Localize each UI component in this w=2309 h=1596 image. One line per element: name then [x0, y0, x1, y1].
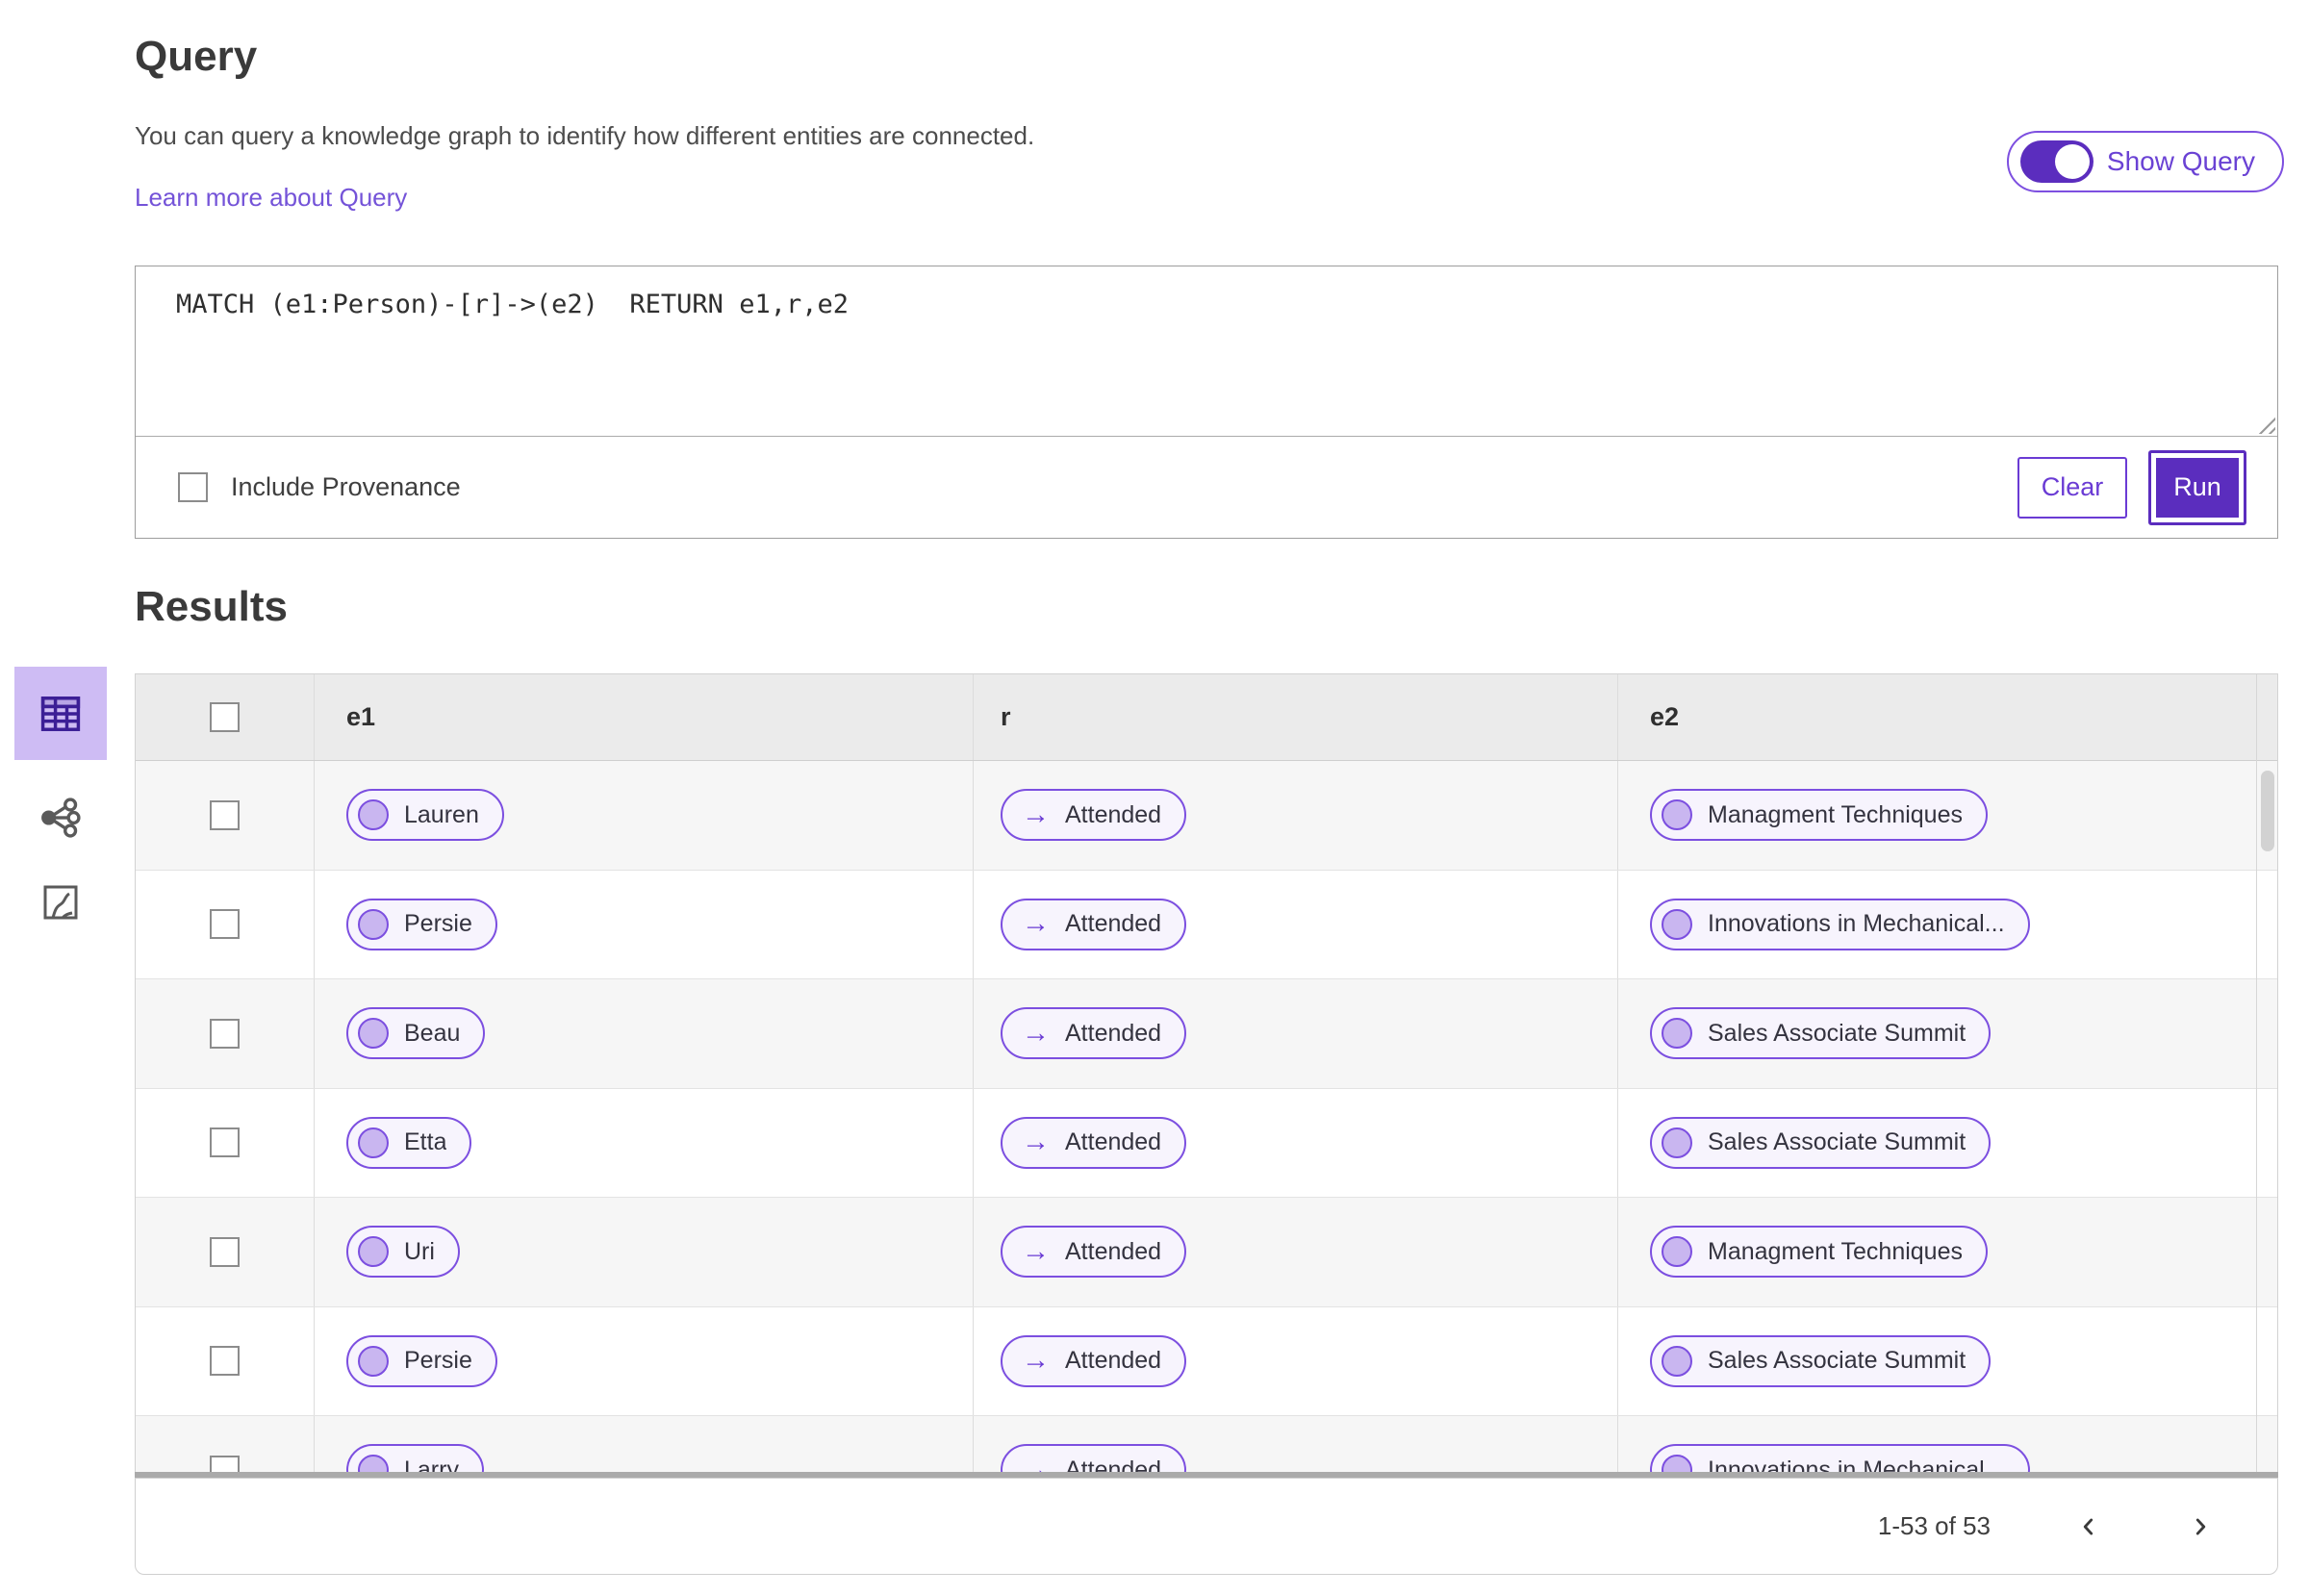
column-header-e2[interactable]: e2: [1650, 702, 1680, 731]
include-provenance-label: Include Provenance: [231, 472, 461, 501]
entity-pill[interactable]: Managment Techniques: [1650, 1226, 1988, 1279]
toggle-switch-icon[interactable]: [2019, 140, 2093, 183]
relation-pill[interactable]: → Attended: [1001, 898, 1187, 950]
show-query-toggle[interactable]: Show Query: [2006, 131, 2284, 192]
pagination-range: 1-53 of 53: [1877, 1511, 1991, 1540]
arrow-right-icon: →: [1022, 1127, 1050, 1158]
relation-pill[interactable]: → Attended: [1001, 1226, 1187, 1279]
select-all-checkbox[interactable]: [210, 702, 240, 732]
column-header-e1[interactable]: e1: [315, 674, 974, 760]
table-header-row: e1 r e2: [136, 674, 2277, 761]
entity-circle-icon: [1662, 1127, 1692, 1158]
arrow-right-icon: →: [1022, 1017, 1050, 1049]
entity-pill[interactable]: Persie: [346, 1334, 497, 1387]
entity-circle-icon: [1662, 908, 1692, 940]
entity-pill[interactable]: Innovations in Mechanical...: [1650, 898, 2030, 950]
entity-circle-icon: [1662, 1236, 1692, 1268]
view-switcher: [14, 667, 107, 929]
entity-circle-icon: [1662, 799, 1692, 831]
network-view-button[interactable]: [32, 791, 89, 845]
entity-circle-icon: [358, 908, 389, 940]
row-checkbox[interactable]: [210, 1127, 240, 1158]
run-button[interactable]: Run: [2148, 449, 2246, 525]
entity-circle-icon: [1662, 1345, 1692, 1377]
map-icon: [43, 885, 78, 920]
header-checkbox-cell: [136, 674, 315, 760]
arrow-right-icon: →: [1022, 1454, 1050, 1477]
next-page-button[interactable]: [2179, 1506, 2221, 1548]
relation-pill[interactable]: → Attended: [1001, 1007, 1187, 1060]
entity-pill[interactable]: Uri: [346, 1226, 460, 1279]
row-checkbox[interactable]: [210, 1236, 240, 1267]
row-checkbox[interactable]: [210, 909, 240, 940]
entity-pill[interactable]: Sales Associate Summit: [1650, 1116, 1992, 1169]
table-row: Persie → Attended Innovations in Mechanic…: [136, 870, 2277, 979]
relation-pill[interactable]: → Attended: [1001, 1116, 1187, 1169]
entity-pill[interactable]: Beau: [346, 1007, 486, 1060]
table-row: Larry → Attended Innovations in Mechanica…: [136, 1416, 2277, 1477]
page-title: Query: [135, 33, 258, 80]
entity-circle-icon: [358, 1236, 389, 1268]
arrow-right-icon: →: [1022, 1235, 1050, 1267]
learn-more-link[interactable]: Learn more about Query: [135, 183, 408, 212]
entity-pill[interactable]: Lauren: [346, 789, 504, 842]
table-row: Persie → Attended Sales Associate Summit: [136, 1306, 2277, 1416]
table-row: Beau → Attended Sales Associate Summit: [136, 979, 2277, 1089]
row-checkbox[interactable]: [210, 1346, 240, 1377]
previous-page-button[interactable]: [2068, 1506, 2110, 1548]
table-bottom-divider: [135, 1472, 2278, 1478]
table-row: Etta → Attended Sales Associate Summit: [136, 1088, 2277, 1198]
results-table: e1 r e2 Lauren → Attended Managment Techn…: [135, 673, 2278, 1478]
arrow-right-icon: →: [1022, 798, 1050, 830]
entity-circle-icon: [358, 799, 389, 831]
entity-circle-icon: [358, 1018, 389, 1050]
map-view-button[interactable]: [32, 875, 89, 929]
results-title: Results: [135, 583, 288, 630]
table-body: Lauren → Attended Managment Techniques Pe…: [136, 761, 2277, 1477]
entity-pill[interactable]: Persie: [346, 898, 497, 950]
table-scrollbar[interactable]: [2256, 674, 2277, 1477]
entity-circle-icon: [358, 1345, 389, 1377]
relation-pill[interactable]: → Attended: [1001, 1334, 1187, 1387]
chevron-left-icon: [2083, 1518, 2093, 1534]
row-checkbox[interactable]: [210, 1018, 240, 1049]
table-view-button[interactable]: [14, 667, 107, 760]
relation-pill[interactable]: → Attended: [1001, 789, 1187, 842]
results-footer: 1-53 of 53: [135, 1478, 2278, 1575]
query-textarea-wrap: MATCH (e1:Person)-[r]->(e2) RETURN e1,r,…: [136, 266, 2277, 437]
query-buttons: Clear Run: [2017, 449, 2246, 525]
query-editor-panel: MATCH (e1:Person)-[r]->(e2) RETURN e1,r,…: [135, 266, 2278, 539]
clear-button[interactable]: Clear: [2017, 456, 2127, 519]
entity-pill[interactable]: Sales Associate Summit: [1650, 1334, 1992, 1387]
row-checkbox[interactable]: [210, 799, 240, 830]
table-row: Lauren → Attended Managment Techniques: [136, 761, 2277, 871]
query-actions-bar: Include Provenance Clear Run: [136, 437, 2277, 538]
entity-pill[interactable]: Etta: [346, 1116, 472, 1169]
table-row: Uri → Attended Managment Techniques: [136, 1198, 2277, 1307]
page-description: You can query a knowledge graph to ident…: [135, 121, 1035, 150]
chevron-right-icon: [2195, 1518, 2206, 1534]
relation-pill[interactable]: → Attended: [1001, 1444, 1187, 1477]
entity-circle-icon: [1662, 1018, 1692, 1050]
network-icon: [41, 798, 81, 838]
scrollbar-thumb[interactable]: [2261, 771, 2274, 851]
arrow-right-icon: →: [1022, 908, 1050, 940]
entity-pill[interactable]: Innovations in Mechanical...: [1650, 1444, 2030, 1477]
toggle-knob: [2054, 144, 2090, 179]
arrow-right-icon: →: [1022, 1345, 1050, 1377]
entity-pill[interactable]: Larry: [346, 1444, 484, 1477]
entity-circle-icon: [358, 1455, 389, 1477]
column-header-r[interactable]: r: [974, 674, 1618, 760]
include-provenance-checkbox[interactable]: [178, 472, 208, 502]
table-icon: [40, 696, 81, 731]
show-query-label: Show Query: [2106, 146, 2255, 176]
row-checkbox[interactable]: [210, 1455, 240, 1477]
entity-circle-icon: [358, 1127, 389, 1158]
entity-circle-icon: [1662, 1455, 1692, 1477]
entity-pill[interactable]: Managment Techniques: [1650, 789, 1988, 842]
include-provenance-option[interactable]: Include Provenance: [178, 472, 461, 502]
entity-pill[interactable]: Sales Associate Summit: [1650, 1007, 1992, 1060]
query-input[interactable]: MATCH (e1:Person)-[r]->(e2) RETURN e1,r,…: [136, 266, 2277, 436]
